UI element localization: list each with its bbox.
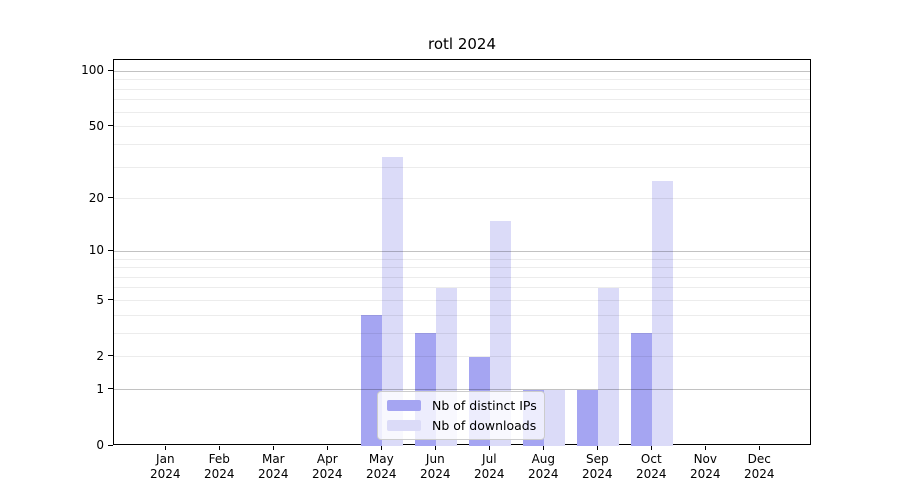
- legend-item: Nb of distinct IPs: [378, 397, 544, 414]
- bars-layer: [114, 60, 810, 446]
- x-tick-mark: [218, 446, 220, 450]
- bar: [631, 333, 653, 446]
- y-tick-mark: [108, 444, 113, 446]
- legend-label: Nb of distinct IPs: [432, 398, 537, 413]
- x-tick-label-line: Aug: [531, 452, 556, 466]
- x-tick-label-line: Mar: [261, 452, 285, 466]
- x-tick-label-line: 2024: [420, 467, 451, 481]
- x-tick-label-line: 2024: [204, 467, 235, 481]
- x-tick-label-line: 2024: [312, 467, 343, 481]
- chart-title: rotl 2024: [427, 35, 496, 53]
- y-tick-mark: [108, 249, 113, 251]
- y-tick-label: 50: [88, 118, 104, 133]
- legend: Nb of distinct IPs Nb of downloads: [377, 391, 545, 440]
- y-tick-label: 2: [96, 348, 104, 363]
- y-tick-label: 0: [96, 438, 104, 452]
- x-tick-mark: [650, 446, 652, 450]
- x-tick-mark: [272, 446, 274, 450]
- x-tick-label: Jan 2024: [138, 452, 192, 482]
- x-tick-label: Apr 2024: [300, 452, 354, 482]
- x-tick-mark: [542, 446, 544, 450]
- x-tick-label: Feb 2024: [192, 452, 246, 482]
- y-tick-label: 20: [88, 190, 104, 205]
- x-tick-mark: [164, 446, 166, 450]
- y-tick-mark: [108, 355, 113, 357]
- bar: [490, 220, 512, 446]
- x-tick-label: Dec 2024: [732, 452, 786, 482]
- y-tick-mark: [108, 125, 113, 127]
- x-tick-label-line: Nov: [693, 452, 717, 466]
- x-tick-mark: [434, 446, 436, 450]
- x-tick-mark: [326, 446, 328, 450]
- bar: [577, 389, 599, 446]
- x-tick-label-line: May: [368, 452, 394, 466]
- legend-item: Nb of downloads: [378, 417, 544, 434]
- x-tick-label: May 2024: [354, 452, 408, 482]
- x-tick-label-line: 2024: [636, 467, 667, 481]
- x-tick-label: Oct 2024: [624, 452, 678, 482]
- x-tick-label-line: Sep: [585, 452, 609, 466]
- y-tick-label: 100: [81, 63, 104, 78]
- bar: [544, 389, 566, 446]
- x-tick-label-line: Apr: [316, 452, 338, 466]
- y-tick-mark: [108, 197, 113, 199]
- x-tick-label-line: 2024: [690, 467, 721, 481]
- x-tick-label-line: 2024: [582, 467, 613, 481]
- x-tick-mark: [488, 446, 490, 450]
- x-tick-label-line: Jan: [156, 452, 175, 466]
- x-tick-label-line: Feb: [208, 452, 230, 466]
- x-tick-label-line: Jun: [425, 452, 445, 466]
- bar: [652, 181, 674, 446]
- y-tick-label: 1: [96, 381, 104, 396]
- y-tick-mark: [108, 299, 113, 300]
- x-tick-label: Jun 2024: [408, 452, 462, 482]
- x-tick-label: Jul 2024: [462, 452, 516, 482]
- plot-area: [113, 59, 811, 446]
- x-tick-label-line: 2024: [366, 467, 397, 481]
- downloads-swatch-icon: [387, 420, 421, 431]
- x-tick-mark: [380, 446, 382, 450]
- bar: [382, 157, 404, 446]
- x-tick-label: Mar 2024: [246, 452, 300, 482]
- x-tick-label: Nov 2024: [678, 452, 732, 482]
- bar: [598, 287, 620, 446]
- x-tick-label-line: Oct: [640, 452, 662, 466]
- x-tick-label: Sep 2024: [570, 452, 624, 482]
- x-tick-label-line: 2024: [474, 467, 505, 481]
- x-tick-label-line: Jul: [482, 452, 497, 466]
- x-tick-label-line: 2024: [150, 467, 181, 481]
- distinct-ips-swatch-icon: [387, 400, 421, 411]
- x-tick-mark: [596, 446, 598, 450]
- x-tick-mark: [758, 446, 760, 450]
- y-tick-label: 10: [88, 243, 104, 258]
- legend-label: Nb of downloads: [432, 418, 537, 433]
- y-tick-mark: [108, 388, 113, 390]
- x-tick-mark: [704, 446, 706, 450]
- x-tick-label-line: 2024: [744, 467, 775, 481]
- x-tick-label-line: Dec: [747, 452, 771, 466]
- y-tick-mark: [108, 69, 113, 71]
- y-tick-label: 5: [96, 292, 104, 307]
- x-tick-label-line: 2024: [528, 467, 559, 481]
- x-tick-label: Aug 2024: [516, 452, 570, 482]
- x-tick-label-line: 2024: [258, 467, 289, 481]
